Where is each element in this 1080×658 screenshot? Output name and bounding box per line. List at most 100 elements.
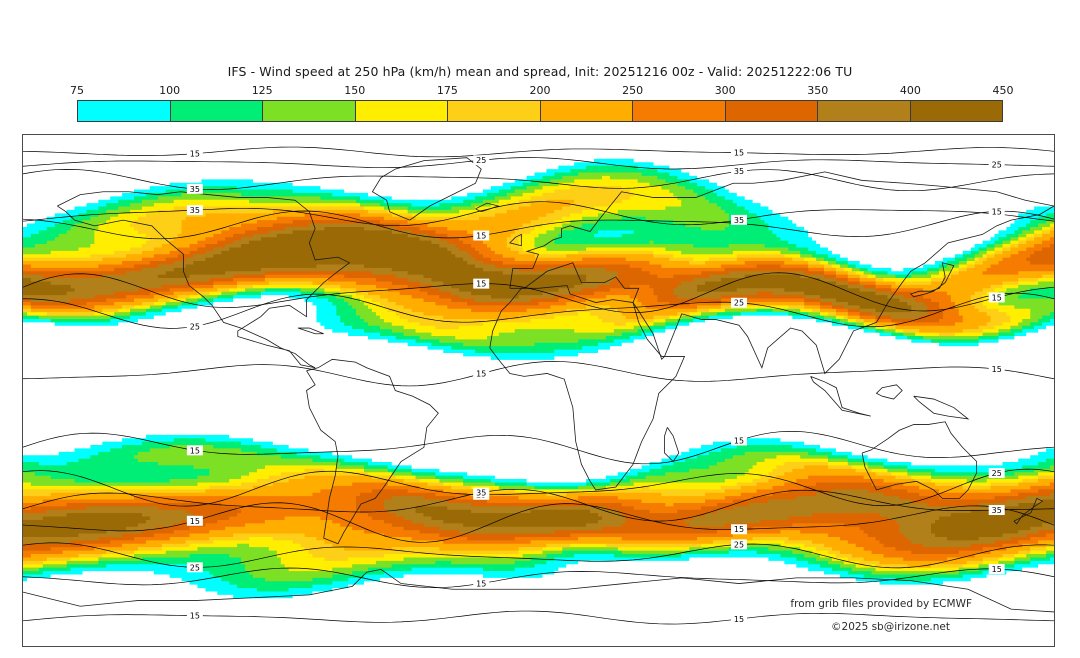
coastline-segment <box>509 233 522 247</box>
colorbar-tick-75: 75 <box>70 84 84 97</box>
colorbar-tick-175: 175 <box>436 84 458 97</box>
coastline-segment <box>475 202 500 213</box>
colorbar-tick-200: 200 <box>529 84 551 97</box>
contour-label-15: 15 <box>473 278 490 289</box>
coastline-segment <box>297 327 324 335</box>
map-canvas[interactable]: 15 15 25 25 35 35 15 15 35 35 15 15 25 25 15 15 15 15 25 25… <box>22 134 1055 647</box>
colorbar-tick-300: 300 <box>714 84 736 97</box>
svg-text:15: 15 <box>992 207 1002 216</box>
contour-label-15: 15 <box>186 148 203 159</box>
colorbar-band-150-175 <box>355 101 448 121</box>
colorbar-bands <box>77 100 1003 122</box>
contour-label-15: 15 <box>473 230 490 241</box>
colorbar-ticks: 75 100 125 150 175 200 250 300 350 400 450 <box>70 84 1014 100</box>
svg-text:25: 25 <box>734 299 744 308</box>
windspeed-fills <box>23 158 1054 599</box>
coastline-segment <box>875 384 903 400</box>
contour-label-15: 15 <box>988 564 1005 574</box>
svg-text:15: 15 <box>476 232 486 241</box>
svg-text:15: 15 <box>190 517 200 526</box>
svg-text:15: 15 <box>992 365 1002 374</box>
contour-label-15: 15 <box>988 292 1005 302</box>
coastline-segment <box>861 421 978 499</box>
spread-contour-labels: 15 15 25 25 35 35 15 15 35 35 15 15 25 25 15 15 15 15 25 25… <box>186 147 1005 624</box>
contour-label-15: 15 <box>186 445 203 455</box>
coastlines <box>23 157 1054 613</box>
colorbar-tick-100: 100 <box>159 84 181 97</box>
page-title: IFS - Wind speed at 250 hPa (km/h) mean … <box>227 64 853 79</box>
svg-text:15: 15 <box>476 579 486 588</box>
contour-label-35: 35 <box>473 487 490 498</box>
svg-text:35: 35 <box>190 206 200 215</box>
svg-text:25: 25 <box>190 563 200 572</box>
contour-label-15: 15 <box>988 206 1005 216</box>
fill-band-400 <box>23 226 1054 541</box>
contour-label-25: 25 <box>186 562 203 572</box>
contour-label-35: 35 <box>988 505 1005 515</box>
contour-label-25: 25 <box>186 321 203 331</box>
colorbar-band-125-150 <box>263 101 356 121</box>
spread-contour-15 <box>23 272 1054 314</box>
colorbar-band-175-200 <box>448 101 541 121</box>
spread-contour-15 <box>23 567 1054 588</box>
colorbar-band-75-100 <box>78 101 171 121</box>
spread-contour-25 <box>23 157 1054 170</box>
coastline-segment <box>664 427 680 463</box>
contour-label-25: 25 <box>731 297 747 308</box>
coastline-segment <box>810 375 871 417</box>
colorbar-tick-250: 250 <box>622 84 644 97</box>
svg-text:35: 35 <box>734 167 744 176</box>
svg-text:15: 15 <box>734 615 744 624</box>
svg-text:35: 35 <box>734 216 744 225</box>
contour-label-35: 35 <box>731 166 747 176</box>
colorbar-tick-400: 400 <box>899 84 921 97</box>
spread-contour-25 <box>23 468 1054 507</box>
svg-text:15: 15 <box>190 446 200 455</box>
svg-text:35: 35 <box>992 506 1002 515</box>
contour-label-15: 15 <box>186 515 203 526</box>
contour-label-15: 15 <box>473 578 490 588</box>
svg-text:25: 25 <box>992 161 1002 170</box>
svg-text:15: 15 <box>734 436 744 445</box>
colorbar-band-300-350 <box>725 101 818 121</box>
contour-label-15: 15 <box>731 147 747 158</box>
contour-label-15: 15 <box>186 610 203 621</box>
contour-label-25: 25 <box>988 468 1005 478</box>
colorbar-band-250-300 <box>633 101 726 121</box>
contour-label-25: 25 <box>988 159 1005 170</box>
svg-text:15: 15 <box>734 525 744 534</box>
coastline-segment <box>57 191 351 369</box>
svg-text:15: 15 <box>992 293 1002 302</box>
colorbar-band-200-250 <box>540 101 633 121</box>
svg-text:25: 25 <box>476 156 486 165</box>
svg-text:25: 25 <box>992 469 1002 478</box>
coastline-segment <box>23 568 1054 613</box>
coastline-segment <box>910 262 955 298</box>
coastline-segment <box>371 157 482 221</box>
svg-text:15: 15 <box>190 150 200 159</box>
svg-text:15: 15 <box>734 149 744 158</box>
spread-contour-15 <box>23 361 1054 387</box>
contour-label-35: 35 <box>731 214 747 225</box>
spread-contour-15 <box>23 210 1054 240</box>
colorbar-tick-125: 125 <box>251 84 273 97</box>
contour-label-25: 25 <box>473 155 490 165</box>
contour-label-25: 25 <box>731 539 747 549</box>
contour-label-35: 35 <box>186 183 203 194</box>
colorbar: 75 100 125 150 175 200 250 300 350 400 450 <box>70 84 1014 126</box>
source-credit: from grib files provided by ECMWF <box>790 598 972 610</box>
copyright-credit: ©2025 sb@irizone.net <box>831 621 950 633</box>
svg-text:35: 35 <box>190 185 200 194</box>
svg-text:25: 25 <box>734 540 744 549</box>
coastline-segment <box>306 358 439 545</box>
coastline-segment <box>913 395 970 420</box>
contour-label-15: 15 <box>731 435 747 445</box>
colorbar-tick-450: 450 <box>992 84 1014 97</box>
svg-text:15: 15 <box>992 565 1002 574</box>
contour-label-35: 35 <box>186 205 203 215</box>
colorbar-band-400-450 <box>910 101 1002 121</box>
svg-text:15: 15 <box>476 280 486 289</box>
fill-band-250 <box>23 213 1054 561</box>
contour-label-15: 15 <box>988 364 1005 374</box>
